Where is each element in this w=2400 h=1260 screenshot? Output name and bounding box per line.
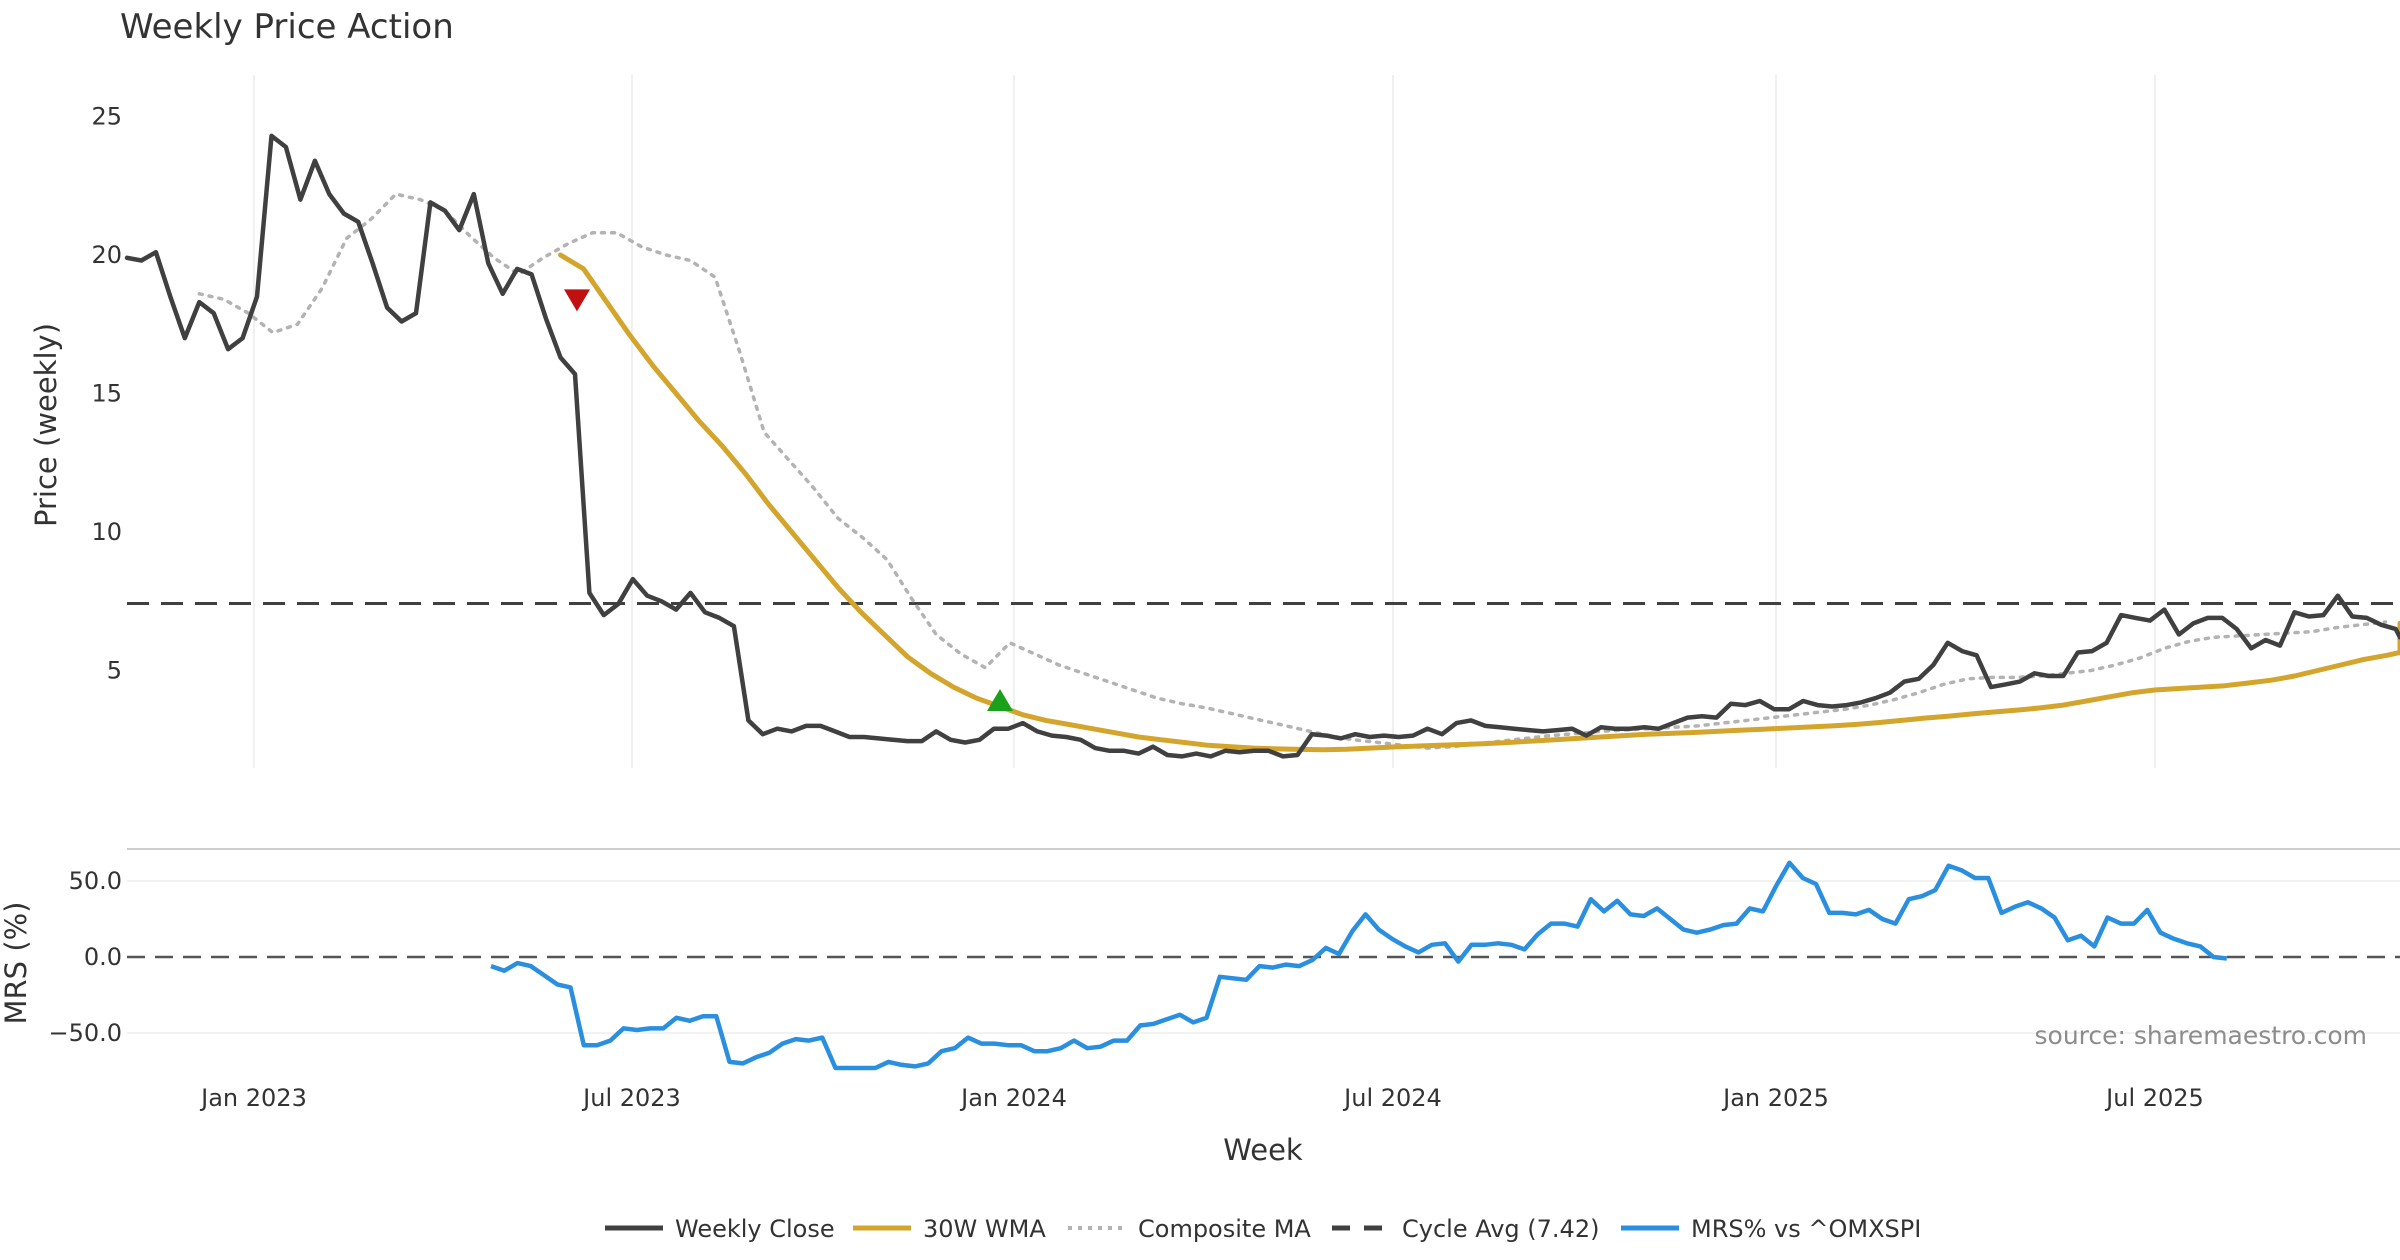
mrs-y-tick: 0.0 xyxy=(84,943,122,971)
mrs-y-tick: 50.0 xyxy=(69,867,122,895)
price-y-tick: 25 xyxy=(91,103,122,131)
chart-title: Weekly Price Action xyxy=(120,7,454,47)
x-axis-label: Week xyxy=(1223,1133,1303,1167)
price-series-group xyxy=(124,133,2400,759)
mrs-series-group xyxy=(490,860,2228,1071)
x-tick: Jan 2024 xyxy=(959,1084,1067,1112)
legend-label: MRS% vs ^OMXSPI xyxy=(1691,1215,1921,1243)
x-tick: Jan 2023 xyxy=(199,1084,307,1112)
x-tick-labels: Jan 2023 Jul 2023 Jan 2024 Jul 2024 Jan 2025… xyxy=(199,1084,2204,1112)
series-30w-wma xyxy=(558,252,2400,753)
legend-item: Composite MA xyxy=(1068,1215,1311,1243)
price-y-tick: 20 xyxy=(91,241,122,269)
series-weekly-close xyxy=(124,133,2400,759)
legend-item: 30W WMA xyxy=(853,1215,1046,1243)
x-tick: Jan 2025 xyxy=(1721,1084,1829,1112)
price-y-tick-labels: 5 10 15 20 25 xyxy=(91,103,122,685)
sell-signal-marker xyxy=(564,289,590,312)
mrs-y-tick-labels: 50.0 0.0 −50.0 xyxy=(48,867,122,1047)
legend-label: Composite MA xyxy=(1138,1215,1311,1243)
mrs-y-axis-label: MRS (%) xyxy=(0,902,33,1025)
signal-markers xyxy=(564,289,1013,711)
buy-signal-marker xyxy=(987,688,1013,711)
series-mrs xyxy=(490,860,2228,1071)
mrs-y-tick: −50.0 xyxy=(48,1019,122,1047)
legend-item: Cycle Avg (7.42) xyxy=(1332,1215,1599,1243)
x-tick: Jul 2024 xyxy=(1342,1084,1442,1112)
x-tick: Jul 2025 xyxy=(2104,1084,2204,1112)
legend-label: Weekly Close xyxy=(675,1215,835,1243)
price-y-tick: 15 xyxy=(91,380,122,408)
mrs-gridlines xyxy=(127,880,2400,1034)
source-note: source: sharemaestro.com xyxy=(2035,1021,2368,1050)
series-composite-ma xyxy=(197,192,2388,750)
legend-item: Weekly Close xyxy=(605,1215,835,1243)
price-y-tick: 10 xyxy=(91,518,122,546)
legend-label: Cycle Avg (7.42) xyxy=(1402,1215,1599,1243)
legend-item: MRS% vs ^OMXSPI xyxy=(1621,1215,1921,1243)
legend: Weekly Close 30W WMA Composite MA Cycle Avg… xyxy=(605,1215,1921,1243)
price-y-tick: 5 xyxy=(107,657,122,685)
price-gridlines xyxy=(253,75,2156,768)
x-tick: Jul 2023 xyxy=(581,1084,681,1112)
price-y-axis-label: Price (weekly) xyxy=(29,323,63,527)
legend-label: 30W WMA xyxy=(923,1215,1046,1243)
